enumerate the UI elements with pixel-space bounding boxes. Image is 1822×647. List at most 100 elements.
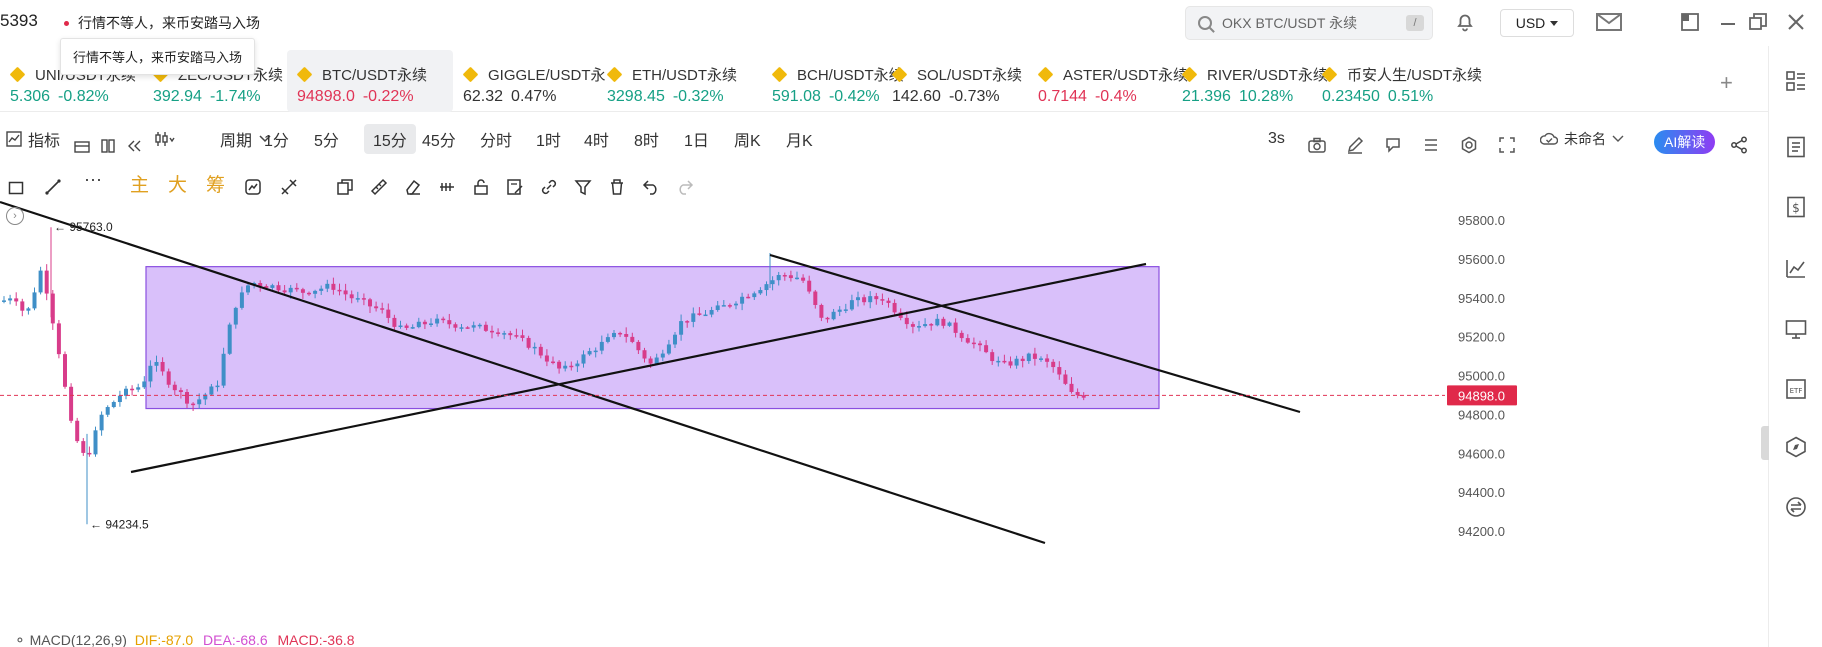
close-icon[interactable] [1786,12,1806,32]
candle-body [551,361,555,364]
candle-body [465,327,470,329]
interval-button[interactable]: 月K [786,133,813,150]
ruler-icon[interactable] [370,174,388,200]
candle-body [410,327,415,329]
chart-sync-icon[interactable] [244,174,262,200]
y-axis-label: 95400.0 [1458,291,1505,306]
ticker-item[interactable]: BCH/USDT永续 591.08 -0.42% [762,50,904,112]
candle-body [752,293,757,298]
candle-body [178,390,183,393]
layout-dropdown[interactable]: 未命名 [1540,124,1624,154]
interval-button[interactable]: 分时 [480,133,513,150]
interval-button[interactable]: 8时 [634,133,659,150]
list-icon[interactable] [1422,130,1440,160]
swap-icon[interactable] [1785,496,1807,518]
grid-menu-icon[interactable] [1785,70,1807,92]
interval-button[interactable]: 4时 [584,133,609,150]
price-chart[interactable]: 95800.0 95600.0 95400.0 95200.0 95000.0 94800… [0,200,1768,647]
ticker-item[interactable]: SOL/USDT永续 142.60 -0.73% [882,50,1024,112]
indicators-button[interactable]: 指标 [6,124,60,154]
mail-icon[interactable] [1596,12,1622,32]
bell-icon[interactable] [1455,12,1475,32]
notice-tooltip: 行情不等人，来币安踏马入场 [60,38,256,75]
camera-icon[interactable] [1308,130,1326,160]
ai-analysis-button[interactable]: AI解读 [1654,130,1716,154]
candle-body [953,322,958,333]
ticker-item[interactable]: BTC/USDT永续 94898.0 -0.22% [287,50,453,112]
ticker-item[interactable]: ETH/USDT永续 3298.45 -0.32% [597,50,757,112]
dollar-icon[interactable]: $ [1785,196,1807,218]
minimize-icon[interactable] [1718,12,1738,32]
y-axis-label: 94200.0 [1458,524,1505,539]
ticker-change: -1.74% [209,88,261,105]
ticker-item[interactable]: 币安人生/USDT永续 0.23450 0.51% [1312,50,1482,112]
trash-icon[interactable] [608,174,626,200]
period-dropdown[interactable]: 周期 [220,124,272,154]
add-ticker-icon[interactable]: + [1720,70,1733,95]
candle-body [435,318,440,324]
more-tools-icon[interactable]: ··· [84,168,102,189]
candle-body [520,335,525,338]
link-icon[interactable] [540,174,558,200]
copy-icon[interactable] [336,174,354,200]
chart-type-button[interactable] [154,124,176,154]
share-icon[interactable] [1730,130,1748,160]
pen-icon[interactable] [1346,130,1364,160]
monitor-icon[interactable] [1785,318,1807,340]
interval-button[interactable]: 5分 [314,133,339,150]
candle-body [14,298,19,302]
trendline-icon[interactable] [44,174,62,200]
collapse-icon[interactable]: › [6,207,24,225]
candle-body [666,344,671,354]
ticker-change: 0.51% [1387,88,1434,105]
refresh-interval[interactable]: 3s [1268,130,1285,147]
macd-lock-icon[interactable]: ⚬ [14,632,26,647]
interval-button[interactable]: 周K [734,133,761,150]
note-icon[interactable] [1384,130,1402,160]
interval-button[interactable]: 1日 [684,133,709,150]
undo-icon[interactable] [642,174,660,200]
interval-button[interactable]: 15分 [364,124,416,154]
interval-button[interactable]: 45分 [422,133,456,150]
sidebar-collapse-handle[interactable] [1761,426,1769,460]
lock-icon[interactable] [472,174,490,200]
eraser-icon[interactable] [404,174,422,200]
compass-icon[interactable] [1785,436,1807,458]
filter-icon[interactable] [574,174,592,200]
candle-body [75,420,80,442]
ticker-item[interactable]: GIGGLE/USDT永 62.32 0.47% [453,50,606,112]
rectangle-icon[interactable] [8,175,24,201]
edit-list-icon[interactable] [506,174,524,200]
candle-body [1020,358,1025,362]
replay-icon[interactable] [126,131,142,161]
chips-toggle[interactable]: 筹 [206,174,226,196]
candle-body [770,280,775,285]
layout-icon[interactable] [1680,12,1700,32]
layout-name: 未命名 [1564,131,1606,147]
interval-button[interactable]: 1分 [264,133,289,150]
candle-body [2,300,6,302]
measure-icon[interactable] [280,174,298,200]
line-chart-icon[interactable] [1785,258,1807,280]
template-icon[interactable] [74,131,90,161]
ticker-item[interactable]: RIVER/USDT永续 21.396 10.28% [1172,50,1328,112]
search-input[interactable]: OKX BTC/USDT 永续 / [1185,6,1433,40]
fullscreen-icon[interactable] [1498,130,1516,160]
currency-select[interactable]: USD [1500,9,1574,37]
main-force-toggle[interactable]: 主 [130,174,150,196]
etf-icon[interactable]: ETF [1785,378,1807,400]
settings-icon[interactable] [1460,130,1478,160]
restore-icon[interactable] [1748,12,1768,32]
redo-icon[interactable] [676,174,694,200]
ticker-item[interactable]: ASTER/USDT永续 0.7144 -0.4% [1028,50,1188,112]
columns-icon[interactable] [100,131,116,161]
candle-body [612,332,616,338]
magnet-icon[interactable] [438,174,456,200]
candle-body [727,305,732,307]
notice-banner[interactable]: 行情不等人，来币安踏马入场 [64,13,260,33]
document-icon[interactable] [1785,136,1807,158]
big-order-toggle[interactable]: 大 [168,174,188,196]
y-axis-label: 95000.0 [1458,369,1505,384]
candle-body [441,318,446,321]
interval-button[interactable]: 1时 [536,133,561,150]
